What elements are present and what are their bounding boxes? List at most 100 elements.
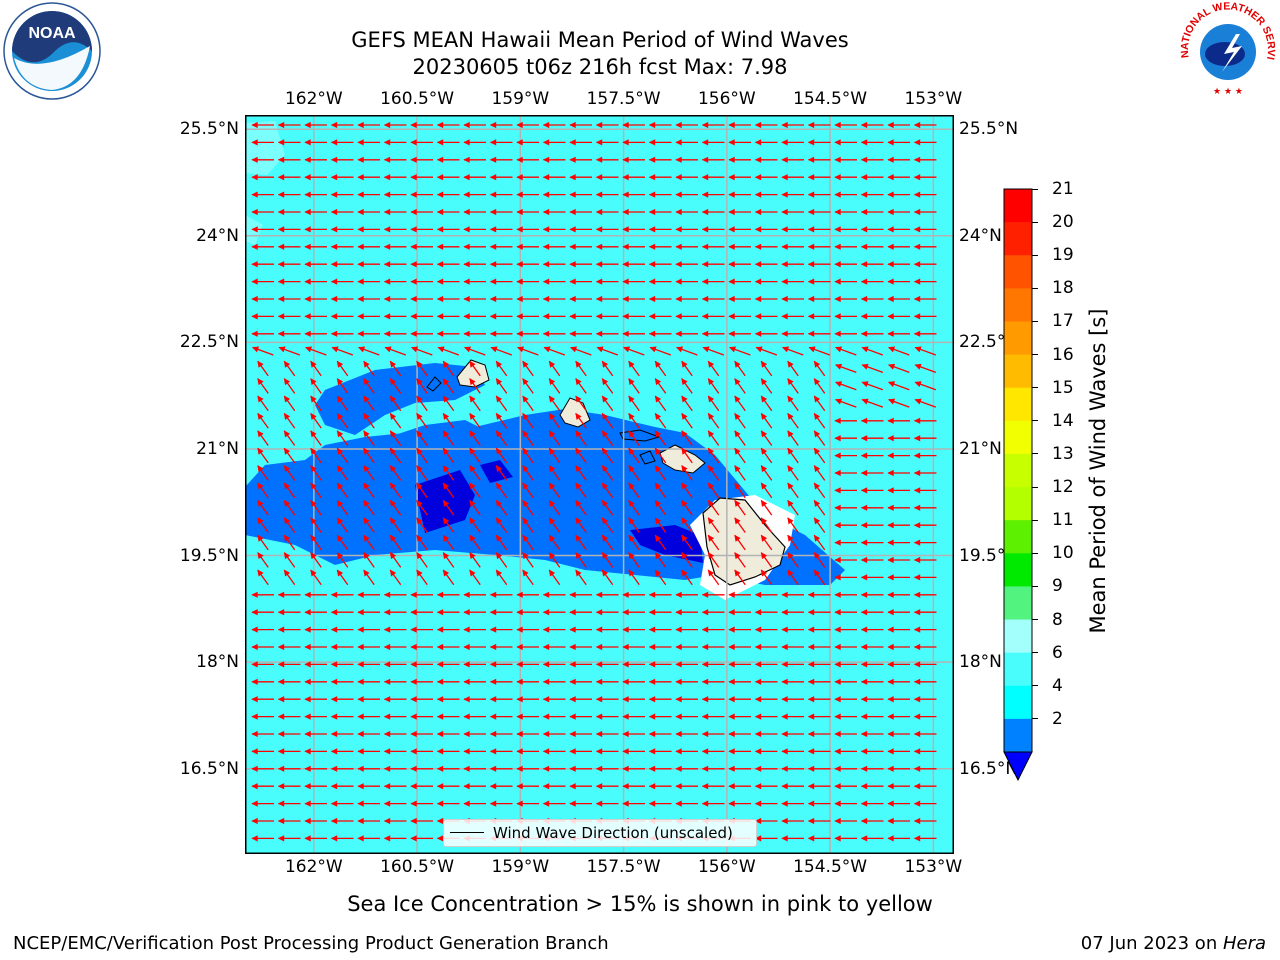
wave-direction-arrow: [781, 191, 804, 198]
wave-direction-arrow: [516, 713, 539, 720]
wave-direction-arrow: [283, 552, 296, 568]
wave-direction-arrow: [781, 835, 804, 842]
wave-direction-arrow: [251, 208, 274, 216]
wave-direction-arrow: [728, 261, 751, 268]
wave-direction-arrow: [304, 191, 327, 198]
wave-direction-arrow: [888, 346, 910, 356]
colorbar-tick-mark: [1032, 552, 1038, 554]
wave-direction-arrow: [363, 360, 375, 377]
wave-direction-arrow: [860, 556, 884, 564]
wave-direction-arrow: [383, 800, 407, 807]
wave-direction-arrow: [834, 313, 857, 320]
wave-direction-arrow: [469, 412, 481, 429]
wave-direction-arrow: [701, 208, 725, 216]
wave-direction-arrow: [914, 398, 937, 408]
wave-direction-arrow: [628, 430, 640, 446]
wave-direction-arrow: [675, 730, 698, 738]
wave-direction-arrow: [860, 713, 884, 720]
wave-direction-arrow: [813, 569, 826, 586]
wave-direction-arrow: [252, 346, 274, 356]
wave-direction-arrow: [575, 482, 587, 499]
wave-direction-arrow: [283, 482, 296, 499]
wave-direction-arrow: [257, 395, 269, 412]
wave-direction-arrow: [410, 626, 433, 633]
wave-direction-arrow: [595, 765, 619, 772]
wave-direction-arrow: [675, 765, 698, 772]
wave-direction-arrow: [913, 748, 937, 755]
wave-direction-arrow: [781, 591, 804, 598]
wave-direction-arrow: [701, 626, 725, 633]
wave-direction-arrow: [516, 156, 539, 163]
wave-direction-arrow: [542, 713, 566, 720]
wave-direction-arrow: [416, 430, 428, 446]
wave-direction-arrow: [336, 378, 349, 394]
colorbar-tick-mark: [1032, 188, 1038, 190]
wave-direction-arrow: [436, 156, 460, 163]
wave-direction-arrow: [575, 360, 587, 377]
wave-direction-arrow: [363, 534, 375, 551]
wave-direction-arrow: [913, 504, 937, 511]
wave-direction-arrow: [463, 174, 486, 181]
wave-direction-arrow: [654, 552, 667, 568]
island-molokai: [619, 429, 661, 442]
wave-direction-arrow: [648, 609, 672, 616]
wave-direction-arrow: [416, 412, 428, 429]
wave-direction-arrow: [787, 465, 799, 481]
wave-direction-arrow: [575, 534, 587, 551]
wave-direction-arrow: [277, 609, 301, 616]
wave-direction-arrow: [834, 626, 857, 633]
wave-direction-arrow: [469, 534, 481, 551]
wave-direction-arrow: [489, 156, 513, 163]
wave-direction-arrow: [463, 243, 486, 250]
wave-direction-arrow: [813, 534, 826, 551]
wave-direction-arrow: [516, 765, 539, 772]
wave-direction-arrow: [913, 800, 937, 807]
wave-direction-arrow: [389, 447, 402, 464]
wave-direction-arrow: [330, 800, 354, 807]
wave-direction-arrow: [781, 696, 804, 703]
wave-direction-arrow: [707, 534, 720, 551]
wave-direction-arrow: [622, 678, 645, 685]
wave-direction-arrow: [888, 363, 910, 373]
wave-direction-arrow: [728, 765, 751, 772]
wave-direction-arrow: [707, 360, 720, 377]
wave-direction-arrow: [436, 295, 460, 303]
wave-direction-arrow: [887, 156, 910, 163]
wave-direction-arrow: [834, 748, 857, 755]
wave-direction-arrow: [787, 395, 799, 412]
wave-direction-arrow: [648, 678, 672, 685]
wave-direction-arrow: [860, 817, 884, 825]
wave-direction-arrow: [330, 591, 354, 598]
wave-direction-arrow: [887, 591, 910, 598]
wave-direction-arrow: [787, 430, 799, 446]
wave-direction-arrow: [251, 191, 274, 198]
wave-direction-arrow: [310, 430, 322, 446]
colorbar-tick-label: 15: [1052, 377, 1074, 398]
wave-direction-arrow: [701, 609, 725, 616]
wave-direction-arrow: [754, 295, 778, 303]
wave-direction-arrow: [469, 499, 481, 516]
wave-direction-arrow: [463, 591, 486, 598]
wave-direction-arrow: [569, 626, 592, 633]
wave-direction-arrow: [860, 643, 884, 651]
wave-direction-arrow: [416, 499, 428, 516]
wave-direction-arrow: [654, 395, 667, 412]
wave-direction-arrow: [469, 447, 481, 464]
wave-direction-arrow: [410, 730, 433, 738]
wave-direction-arrow: [813, 378, 826, 394]
wave-direction-arrow: [257, 552, 269, 568]
wave-direction-arrow: [654, 430, 667, 446]
wave-direction-arrow: [675, 678, 698, 685]
wave-direction-arrow: [760, 378, 773, 394]
wave-direction-arrow: [548, 465, 561, 481]
wave-direction-arrow: [304, 696, 327, 703]
wave-direction-arrow: [675, 783, 698, 790]
wave-direction-arrow: [728, 643, 751, 651]
wave-direction-arrow: [363, 447, 375, 464]
wave-direction-arrow: [754, 730, 778, 738]
wave-direction-arrow: [628, 534, 640, 551]
wave-direction-arrow: [410, 139, 433, 146]
wave-direction-arrow: [887, 539, 910, 546]
wave-direction-arrow: [601, 482, 614, 499]
wave-direction-arrow: [860, 678, 884, 685]
